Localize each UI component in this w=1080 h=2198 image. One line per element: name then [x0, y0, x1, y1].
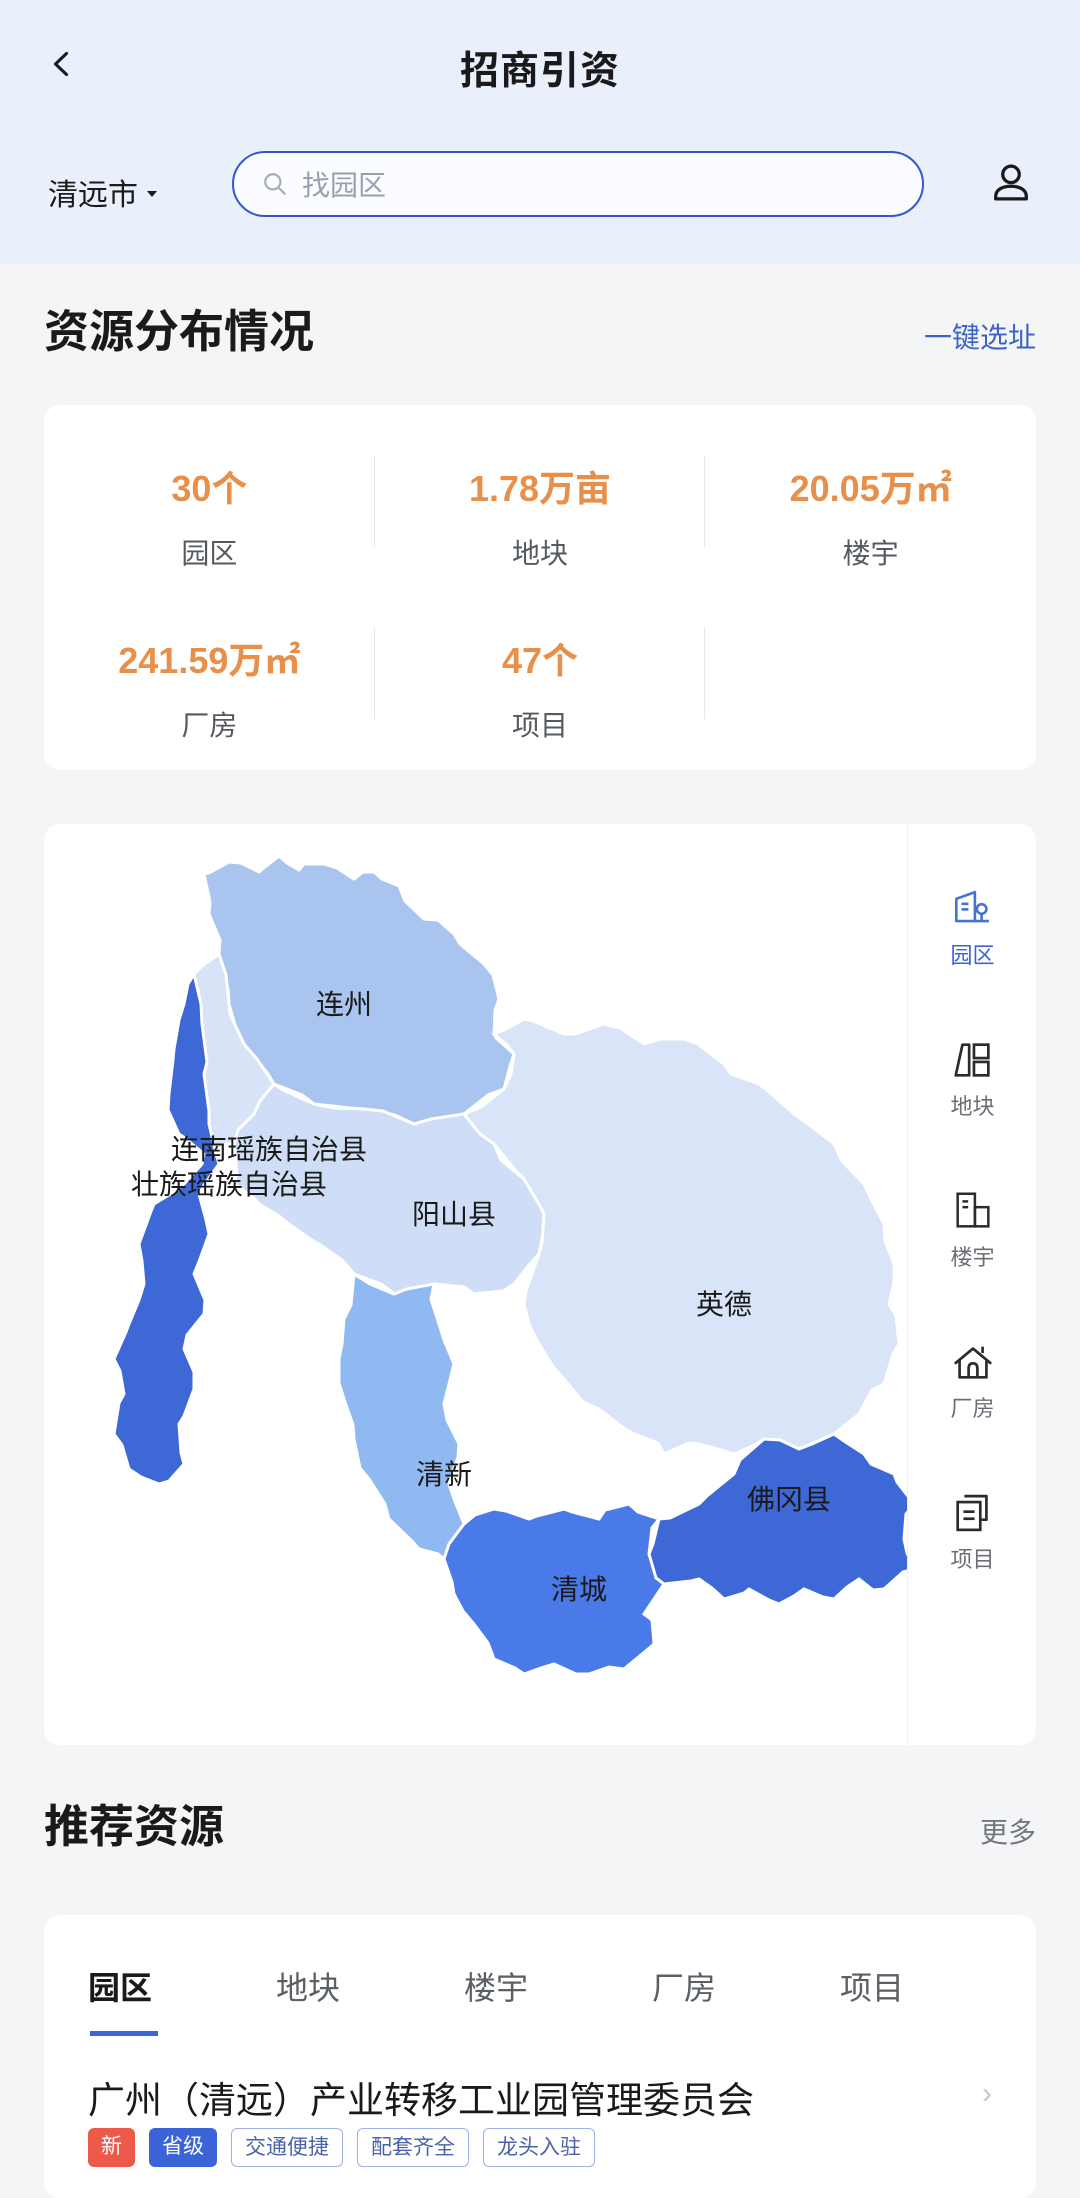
- svg-text:连州: 连州: [316, 989, 372, 1020]
- svg-text:佛冈县: 佛冈县: [747, 1484, 831, 1515]
- svg-text:连南瑶族自治县: 连南瑶族自治县: [171, 1134, 367, 1165]
- svg-text:阳山县: 阳山县: [412, 1199, 496, 1230]
- svg-text:清新: 清新: [416, 1459, 472, 1490]
- svg-text:清城: 清城: [551, 1574, 607, 1605]
- svg-text:壮族瑶族自治县: 壮族瑶族自治县: [131, 1169, 327, 1200]
- svg-text:英德: 英德: [696, 1289, 752, 1320]
